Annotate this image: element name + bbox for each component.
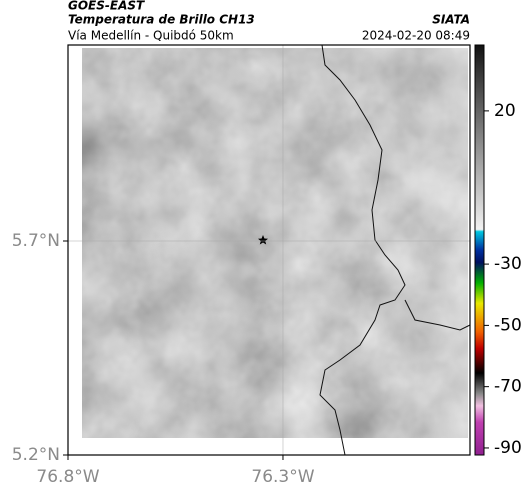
colorbar-tick-label: -50: [494, 315, 522, 335]
colorbar-tick-label: -70: [494, 377, 522, 397]
colorbar-tick-label: -30: [494, 254, 522, 274]
colorbar-tick-label: -90: [494, 438, 522, 458]
colorbar-ticks: 20 -30 -50 -70 -90: [484, 101, 522, 458]
colorbar-scale: [474, 44, 485, 456]
map-frame: [67, 44, 471, 456]
colorbar-tick-label: 20: [494, 101, 516, 121]
timestamp: 2024-02-20 08:49: [362, 29, 470, 43]
boundary: [319, 44, 406, 456]
lat-tick-label: 5.2°N: [12, 445, 60, 465]
source: GOES-EAST: [68, 0, 145, 13]
title: Temperatura de Brillo CH13: [68, 13, 255, 27]
field-shading: [82, 48, 468, 438]
map: 76.8°W 76.3°W 5.7°N 5.2°N: [12, 44, 471, 487]
colorbar: 20 -30 -50 -70 -90: [474, 44, 522, 458]
boundary: [404, 299, 471, 331]
lon-tick-label: 76.8°W: [36, 467, 99, 487]
org: SIATA: [432, 13, 470, 27]
location-marker: [258, 235, 268, 245]
lat-tick-label: 5.7°N: [12, 231, 60, 251]
lon-tick-label: 76.3°W: [251, 467, 314, 487]
subtitle: Vía Medellín - Quibdó 50km: [68, 29, 234, 43]
